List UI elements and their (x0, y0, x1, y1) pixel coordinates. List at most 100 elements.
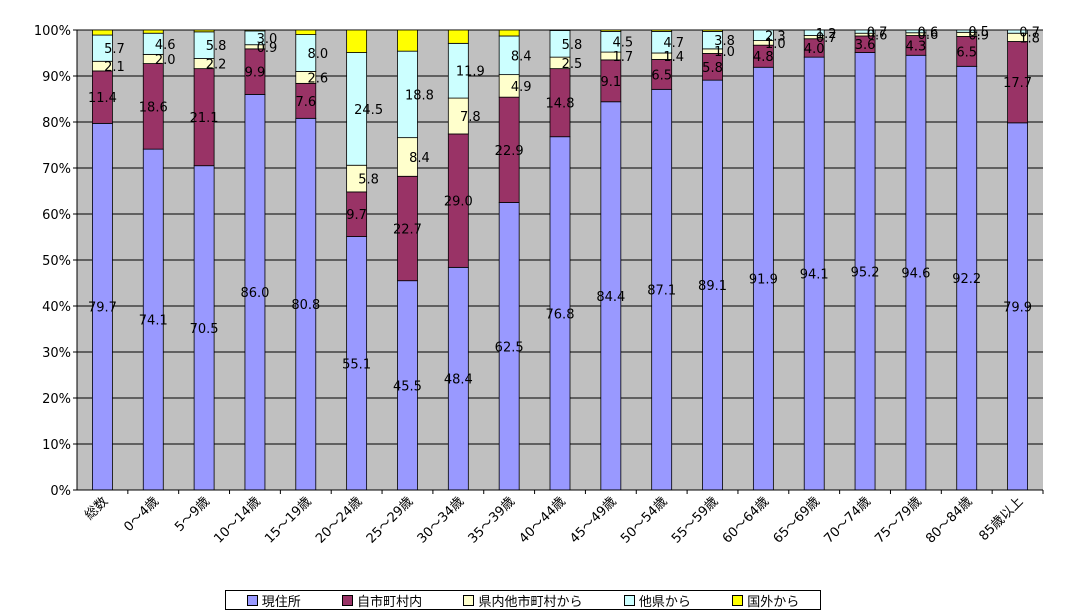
bar-segment (296, 30, 316, 35)
y-tick-label: 70% (42, 162, 71, 177)
data-label: 18.6 (139, 100, 168, 115)
x-tick-label: 35～39歳 (466, 494, 518, 546)
data-label: 1.4 (663, 50, 684, 65)
x-tick-label: 40～44歳 (516, 494, 568, 546)
data-label: 79.7 (88, 301, 117, 316)
data-label: 2.2 (206, 58, 227, 73)
legend: 現住所 自市町村内 県内他市町村から 他県から 国外から (225, 590, 821, 610)
data-label: 89.1 (698, 279, 727, 294)
data-label: 2.3 (765, 29, 786, 44)
data-label: 4.8 (753, 50, 774, 65)
x-tick-label: 75～79歳 (872, 494, 924, 546)
data-label: 7.6 (295, 95, 316, 110)
bar-segment (397, 30, 417, 51)
x-tick-label: 総数 (82, 494, 111, 523)
data-label: 92.2 (952, 272, 981, 287)
y-axis-ticks: 0%10%20%30%40%50%60%70%80%90%100% (34, 24, 77, 499)
data-label: 6.5 (956, 45, 977, 60)
y-tick-label: 100% (34, 24, 71, 39)
data-label: 80.8 (291, 298, 320, 313)
data-label: 14.8 (546, 97, 575, 112)
data-label: 29.0 (444, 195, 473, 210)
data-label: 0.7 (867, 26, 888, 41)
data-label: 5.8 (702, 61, 723, 76)
legend-swatch-4 (732, 595, 743, 606)
data-label: 3.0 (257, 32, 278, 47)
data-label: 1.7 (612, 50, 633, 65)
data-label: 3.8 (714, 34, 735, 49)
y-tick-label: 80% (42, 116, 71, 131)
x-tick-label: 25～29歳 (364, 494, 416, 546)
legend-item-1: 自市町村内 (342, 591, 422, 610)
x-tick-label: 85歳以上 (977, 494, 1027, 544)
legend-swatch-1 (342, 595, 353, 606)
data-label: 18.8 (405, 88, 434, 103)
legend-label-2: 県内他市町村から (478, 591, 582, 610)
data-label: 48.4 (444, 373, 473, 388)
bar-segment (601, 30, 621, 31)
x-tick-label: 55～59歳 (669, 494, 721, 546)
data-label: 94.1 (800, 268, 829, 283)
data-label: 91.9 (749, 273, 778, 288)
x-tick-label: 15～19歳 (262, 494, 314, 546)
data-label: 62.5 (495, 340, 524, 355)
x-tick-label: 30～34歳 (415, 494, 467, 546)
data-label: 95.2 (851, 265, 880, 280)
x-tick-label: 50～54歳 (618, 494, 670, 546)
data-label: 11.9 (456, 65, 485, 80)
data-label: 21.1 (190, 111, 219, 126)
y-tick-label: 20% (42, 392, 71, 407)
y-tick-label: 90% (42, 70, 71, 85)
data-label: 5.7 (104, 42, 125, 57)
bar-segment (92, 30, 112, 35)
data-label: 5.8 (562, 38, 583, 53)
y-tick-label: 40% (42, 300, 71, 315)
data-label: 86.0 (240, 286, 269, 301)
data-label: 22.7 (393, 222, 422, 237)
data-label: 7.8 (460, 110, 481, 125)
data-label: 0.5 (968, 25, 989, 40)
data-label: 94.6 (901, 267, 930, 282)
legend-swatch-2 (463, 595, 474, 606)
data-label: 5.8 (358, 173, 379, 188)
data-label: 74.1 (139, 314, 168, 329)
y-tick-label: 0% (50, 484, 71, 499)
data-label: 9.1 (600, 75, 621, 90)
x-tick-label: 80～84歳 (923, 494, 975, 546)
bar-segment (499, 30, 519, 36)
x-tick-label: 65～69歳 (771, 494, 823, 546)
x-tick-label: 45～49歳 (567, 494, 619, 546)
y-tick-label: 50% (42, 254, 71, 269)
bar-segment (194, 30, 214, 32)
data-label: 2.1 (104, 60, 125, 75)
legend-item-2: 県内他市町村から (463, 591, 582, 610)
x-tick-label: 60～64歳 (720, 494, 772, 546)
data-label: 79.9 (1003, 300, 1032, 315)
legend-swatch-0 (247, 595, 258, 606)
data-label: 76.8 (546, 307, 575, 322)
data-label: 11.4 (88, 91, 117, 106)
data-label: 9.7 (346, 208, 367, 223)
data-label: 22.9 (495, 144, 524, 159)
legend-label-4: 国外から (747, 591, 799, 610)
bar-segment (448, 30, 468, 43)
data-label: 2.6 (307, 71, 328, 86)
legend-item-0: 現住所 (247, 591, 301, 610)
legend-item-4: 国外から (732, 591, 799, 610)
data-label: 87.1 (647, 284, 676, 299)
data-label: 4.5 (612, 36, 633, 51)
bar-segment (347, 30, 367, 53)
legend-item-3: 他県から (624, 591, 691, 610)
data-label: 17.7 (1003, 76, 1032, 91)
data-label: 55.1 (342, 357, 371, 372)
data-label: 24.5 (354, 103, 383, 118)
data-label: 6.5 (651, 68, 672, 83)
legend-label-0: 現住所 (262, 591, 301, 610)
data-label: 4.9 (511, 80, 532, 95)
legend-label-1: 自市町村内 (357, 591, 422, 610)
data-label: 9.9 (245, 66, 266, 81)
y-tick-label: 10% (42, 438, 71, 453)
data-label: 1.2 (816, 27, 837, 42)
x-tick-label: 0～4歳 (121, 494, 162, 535)
